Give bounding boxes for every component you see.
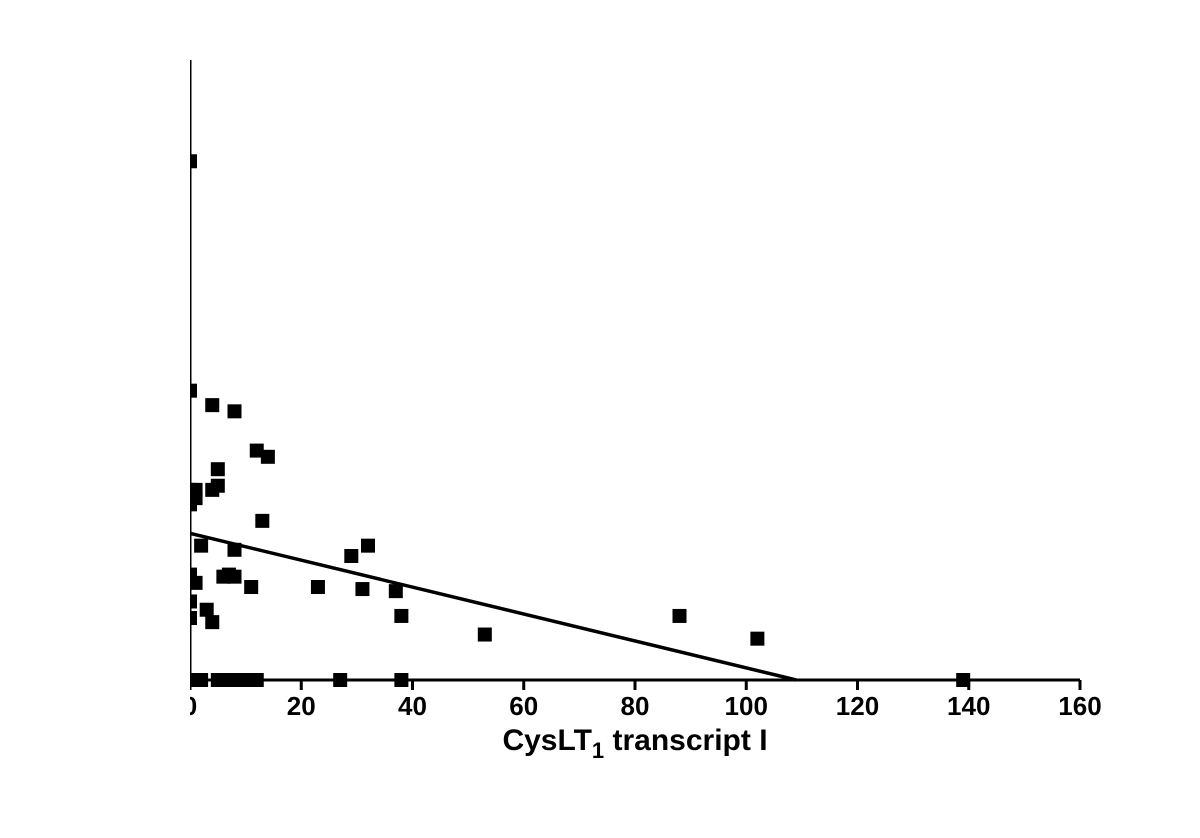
data-point	[478, 628, 492, 642]
data-point	[190, 154, 197, 168]
data-point	[355, 582, 369, 596]
chart-svg: 0.00.51.01.52.02.53.00204060801001201401…	[190, 60, 1160, 790]
data-point	[250, 673, 264, 687]
data-point	[228, 570, 242, 584]
data-point	[194, 673, 208, 687]
x-tick-label: 80	[621, 691, 650, 721]
x-tick-label: 40	[398, 691, 427, 721]
data-point	[394, 673, 408, 687]
x-axis-title: CysLT1 transcript I	[502, 724, 767, 763]
data-point	[750, 632, 764, 646]
data-point	[389, 584, 403, 598]
x-tick-label: 20	[287, 691, 316, 721]
x-tick-label: 140	[947, 691, 990, 721]
data-point	[228, 543, 242, 557]
data-point	[211, 462, 225, 476]
data-point	[333, 673, 347, 687]
data-point	[205, 615, 219, 629]
data-point	[190, 594, 197, 608]
scatter-chart: 0.00.51.01.52.02.53.00204060801001201401…	[60, 40, 1160, 800]
data-point	[673, 609, 687, 623]
regression-line	[190, 533, 796, 680]
data-point	[956, 673, 970, 687]
data-point	[190, 497, 197, 511]
x-tick-label: 120	[836, 691, 879, 721]
data-point	[228, 404, 242, 418]
x-tick-label: 160	[1058, 691, 1101, 721]
data-point	[211, 479, 225, 493]
data-point	[311, 580, 325, 594]
x-tick-label: 0	[190, 691, 197, 721]
data-point	[261, 450, 275, 464]
data-point	[190, 576, 203, 590]
data-point	[190, 611, 197, 625]
data-point	[194, 539, 208, 553]
data-point	[200, 603, 214, 617]
data-point	[344, 549, 358, 563]
data-point	[244, 580, 258, 594]
data-point	[394, 609, 408, 623]
x-tick-label: 60	[509, 691, 538, 721]
data-point	[190, 384, 197, 398]
data-point	[361, 539, 375, 553]
x-tick-label: 100	[725, 691, 768, 721]
data-point	[205, 398, 219, 412]
data-point	[255, 514, 269, 528]
